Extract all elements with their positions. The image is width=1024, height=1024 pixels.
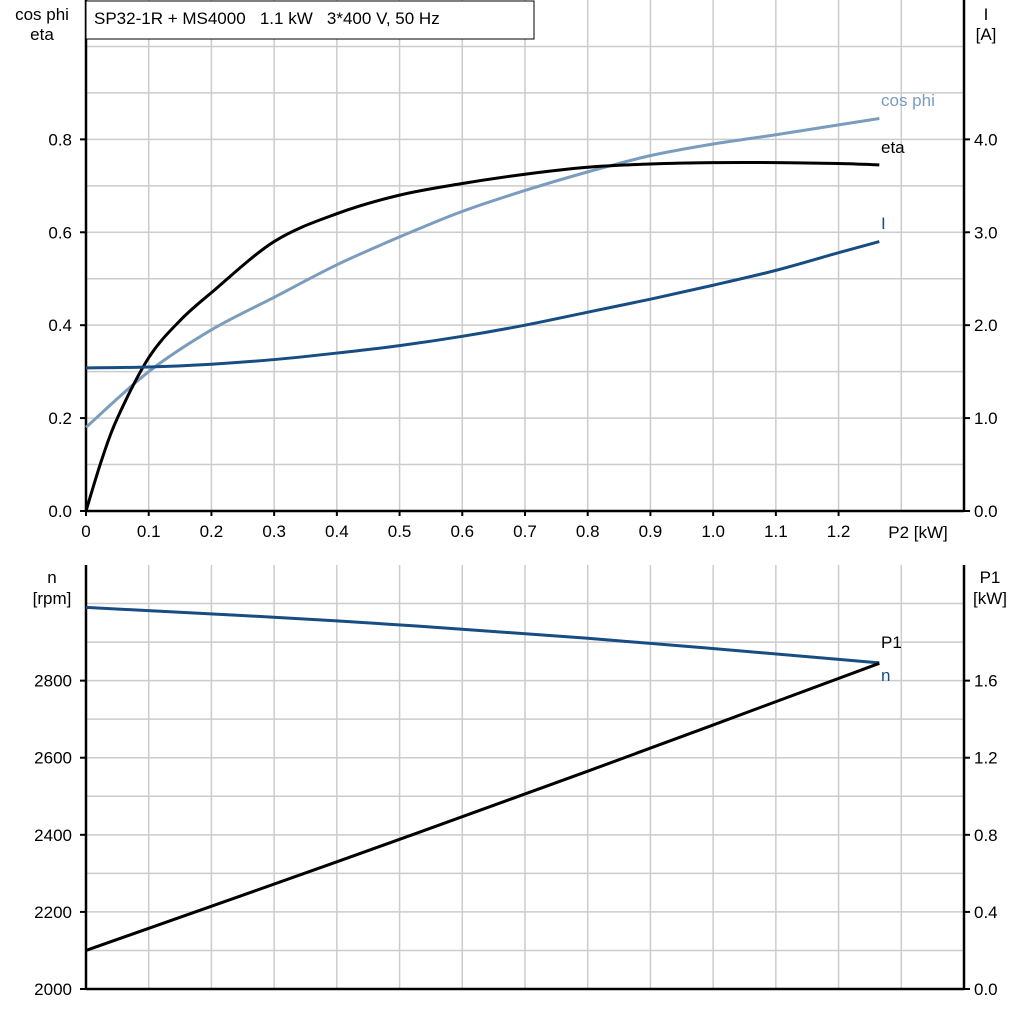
- series-line-i: [85, 240, 880, 370]
- left-tick-label: 2400: [34, 826, 72, 845]
- left-tick-label: 0.4: [48, 316, 72, 335]
- x-tick-label: 0.9: [639, 522, 663, 541]
- left-tick-label: 0.0: [48, 502, 72, 521]
- right-tick-label: 0.0: [974, 980, 998, 999]
- left-tick-label: 2200: [34, 903, 72, 922]
- x-tick-label: 0.8: [576, 522, 600, 541]
- series-line-cos-phi: [85, 116, 880, 429]
- series-line-p1: [85, 661, 880, 952]
- top-chart: 0.0 0.2 0.4 0.6 0.8 0.0 1.0 2.0 3.0 4.0 0 0.1 0.2 0.3…: [48, 0, 998, 541]
- left-tick-label: 2800: [34, 672, 72, 691]
- legend-eta: eta: [881, 138, 905, 157]
- x-tick-label: 0.4: [325, 522, 349, 541]
- left-axis-label-1: cos phi: [15, 5, 69, 24]
- left-tick-label: 0.8: [48, 130, 72, 149]
- left-tick-label: 2600: [34, 749, 72, 768]
- right-tick-label: 3.0: [974, 223, 998, 242]
- bottom-right-axis-label-2: [kW]: [973, 589, 1007, 608]
- right-tick-label: 0.0: [974, 502, 998, 521]
- top-title-box: SP32-1R + MS4000 1.1 kW 3*400 V, 50 Hz: [85, 0, 535, 40]
- right-tick-label: 1.6: [974, 672, 998, 691]
- legend-speed: n: [881, 666, 890, 685]
- right-tick-label: 1.0: [974, 409, 998, 428]
- x-tick-label: 0.3: [262, 522, 286, 541]
- right-axis-label-2: [A]: [976, 25, 997, 44]
- x-tick-label: 0.7: [513, 522, 537, 541]
- left-tick-label: 0.2: [48, 409, 72, 428]
- x-tick-label: 0.2: [200, 522, 224, 541]
- legend-cos-phi: cos phi: [881, 91, 935, 110]
- x-tick-label: 0: [81, 522, 90, 541]
- legend-current: I: [881, 214, 886, 233]
- series-line-eta: [84, 160, 880, 512]
- x-tick-label: 0.5: [388, 522, 412, 541]
- x-tick-label: 0.1: [137, 522, 161, 541]
- right-tick-label: 0.8: [974, 826, 998, 845]
- x-tick-label: 0.6: [450, 522, 474, 541]
- left-tick-label: 0.6: [48, 223, 72, 242]
- x-tick-label: 1.0: [701, 522, 725, 541]
- x-axis-label: P2 [kW]: [888, 523, 948, 542]
- bottom-chart: 2000 2200 2400 2600 2800 0.0 0.4 0.8 1.2 1.6: [34, 565, 998, 999]
- right-tick-label: 1.2: [974, 749, 998, 768]
- right-tick-label: 2.0: [974, 316, 998, 335]
- right-axis-label-1: I: [984, 5, 989, 24]
- left-axis-label-2: eta: [30, 25, 54, 44]
- x-tick-label: 1.1: [764, 522, 788, 541]
- x-tick-label: 1.2: [827, 522, 851, 541]
- right-tick-label: 4.0: [974, 130, 998, 149]
- chart-title: SP32-1R + MS4000 1.1 kW 3*400 V, 50 Hz: [94, 9, 440, 28]
- bottom-right-axis-label-1: P1: [980, 568, 1001, 587]
- bottom-left-axis-label-1: n: [47, 568, 56, 587]
- right-tick-label: 0.4: [974, 903, 998, 922]
- legend-p1: P1: [881, 633, 902, 652]
- left-tick-label: 2000: [34, 980, 72, 999]
- bottom-left-axis-label-2: [rpm]: [33, 589, 72, 608]
- series-line-n: [85, 605, 880, 665]
